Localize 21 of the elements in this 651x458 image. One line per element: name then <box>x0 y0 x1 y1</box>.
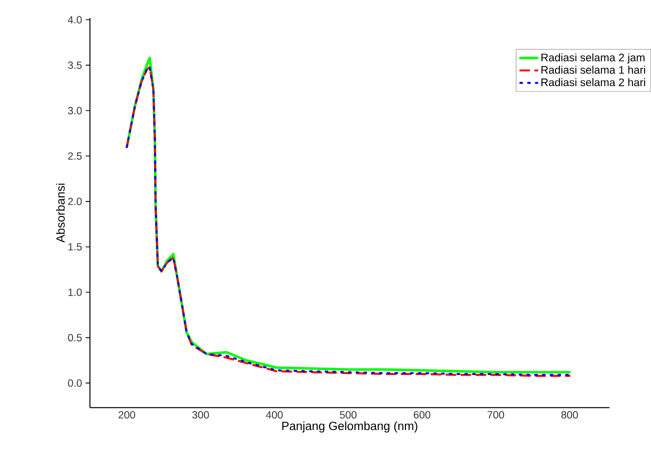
legend-label: Radiasi selama 2 jam <box>541 54 644 64</box>
y-tick-label: 2.0 <box>68 198 82 206</box>
x-tick-label: 200 <box>118 411 136 419</box>
y-tick-label: 4.0 <box>68 16 82 24</box>
x-tick-label: 500 <box>340 411 357 419</box>
y-tick-label: 0.5 <box>68 334 82 342</box>
y-tick-label: 0.0 <box>68 380 82 388</box>
y-tick-label: 1.0 <box>68 288 82 296</box>
x-tick-label: 400 <box>266 411 283 419</box>
y-tick-label: 1.5 <box>68 243 82 251</box>
legend-label: Radiasi selama 1 hari <box>541 66 646 74</box>
y-tick-label: 3.0 <box>68 107 82 115</box>
x-axis-title: Panjang Gelombang (nm) <box>282 422 418 433</box>
y-tick-label: 2.5 <box>68 152 82 160</box>
x-tick-label: 800 <box>561 411 578 419</box>
x-tick-label: 700 <box>488 411 504 419</box>
y-axis-title: Absorbansi <box>56 184 65 243</box>
x-tick-label: 600 <box>414 411 430 419</box>
legend-label: Radiasi selama 2 hari <box>541 78 646 86</box>
x-tick-label: 300 <box>192 411 209 419</box>
y-tick-label: 3.5 <box>68 62 82 70</box>
